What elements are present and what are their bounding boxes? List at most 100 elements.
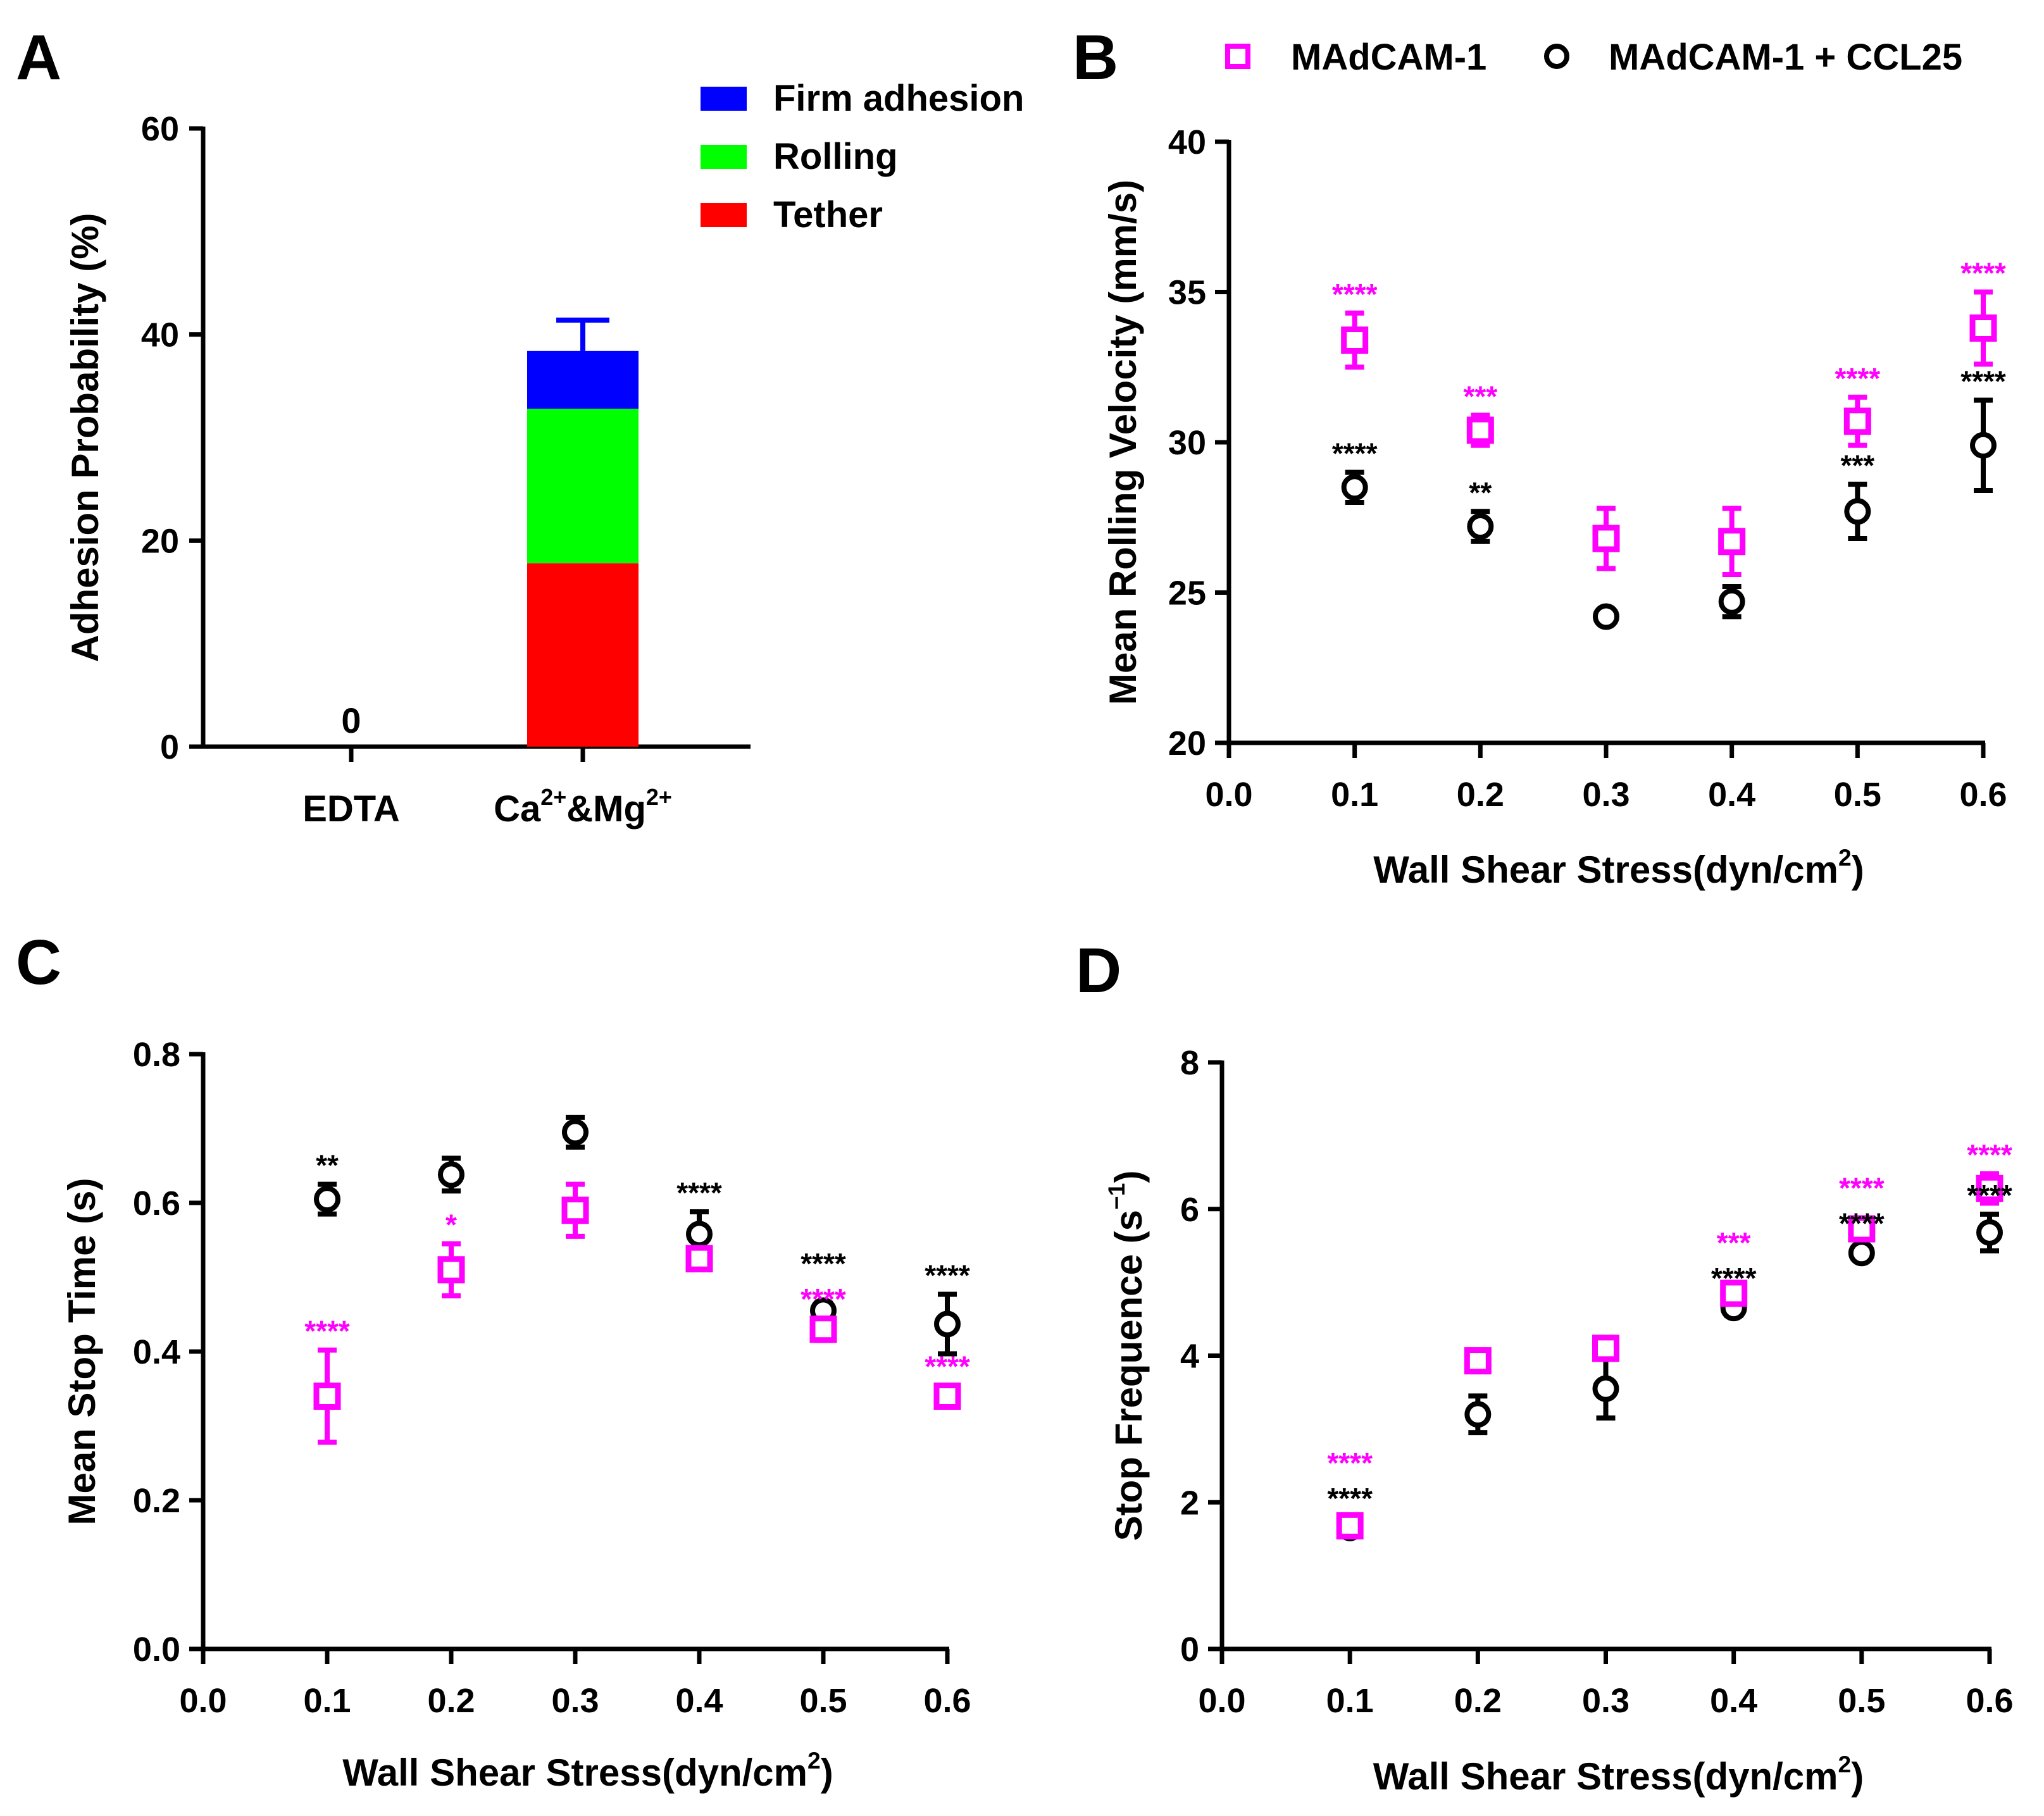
significance-stars: * [446,1209,457,1241]
x-tick-label: 0.6 [1966,1682,2013,1720]
y-tick-label: 25 [1168,575,1206,613]
bar-segment-rolling [527,408,639,564]
data-point-ccl25 [1718,588,1745,615]
significance-stars: *** [1840,449,1874,482]
legend-b: MAdCAM-1 MAdCAM-1 + CCL25 [1225,37,1962,78]
data-point-ccl25 [1464,1401,1492,1428]
significance-stars: **** [1327,1446,1373,1479]
data-point-madcam [1464,1347,1492,1375]
x-tick-label: 0.2 [427,1682,475,1720]
significance-stars: **** [1967,1179,2012,1212]
panel-label-d: D [1076,935,1121,1006]
y-axis-label: Mean Rolling Velocity (mm/s) [1102,180,1144,705]
significance-stars: **** [1332,437,1378,470]
y-axis-label: Adhesion Probability (%) [64,213,106,662]
data-point-madcam [1976,1174,2003,1202]
y-tick-label: 0.6 [133,1185,180,1222]
x-axis-label: Wall Shear Stress(dyn/cm2) [1373,1751,1864,1798]
data-point-madcam [437,1256,465,1284]
legend-swatch [701,145,747,169]
data-point-ccl25 [934,1310,961,1338]
chart-c: 0.0 0.2 0.4 0.6 0.8 0.0 0.1 0.2 0.3 0.4 0.5 0.6 Wall… [61,1036,971,1794]
x-tick-label: 0.1 [303,1682,351,1720]
significance-stars: **** [1332,278,1378,311]
data-point-madcam [1969,314,1997,342]
legend-label: Rolling [773,136,898,177]
y-tick-label: 20 [1168,725,1206,762]
data-point-madcam [809,1315,837,1343]
panel-label-b: B [1073,22,1118,93]
data-point-madcam [313,1383,341,1410]
significance-stars: ** [316,1149,339,1182]
x-tick-label: 0.1 [1331,776,1378,814]
y-tick-label: 0.0 [133,1631,180,1669]
x-tick-label: EDTA [302,788,400,830]
legend-label: Firm adhesion [773,78,1024,119]
data-point-ccl25 [1848,1240,1875,1267]
significance-stars: **** [1327,1482,1373,1515]
x-tick-label: 0.3 [1582,1682,1630,1720]
y-axis-label: Mean Stop Time (s) [61,1178,103,1526]
y-tick-label: 2 [1180,1484,1199,1522]
chart-d: 0 2 4 6 8 0.0 0.1 0.2 0.3 0.4 0.5 0.6 Wall Shear Str… [1103,1044,2014,1798]
data-point-ccl25 [1844,498,1871,525]
chart-b: 20 25 30 35 40 0.0 0.1 0.2 0.3 0.4 0.5 0.6 Wall Shea… [1102,123,2007,891]
y-tick-label: 8 [1180,1044,1199,1082]
bar-segment-firm-adhesion [527,351,639,409]
data-point-madcam [1341,327,1369,354]
significance-stars: **** [1960,365,2006,398]
data-point-ccl25 [314,1186,340,1213]
y-tick-label: 35 [1168,274,1206,312]
x-tick-label: 0.3 [551,1682,599,1720]
x-tick-label: 0.4 [1710,1682,1757,1720]
data-point-ccl25 [562,1119,589,1146]
panel-label-c: C [16,927,61,998]
y-tick-label: 4 [1180,1338,1199,1376]
y-tick-label: 60 [141,110,179,148]
bar-segment-tether [527,563,639,747]
x-tick-label: 0.0 [1205,776,1252,814]
x-tick-label: 0.2 [1457,776,1504,814]
significance-stars: **** [1835,362,1881,395]
significance-stars: **** [1960,257,2006,290]
legend-marker-ccl25 [1544,44,1569,69]
significance-stars: *** [1717,1226,1751,1259]
significance-stars: **** [304,1315,350,1348]
y-tick-label: 40 [141,316,179,354]
x-tick-label: 0.6 [1959,776,2007,814]
y-tick-label: 30 [1168,424,1206,462]
significance-stars: **** [676,1176,722,1209]
legend-swatch [701,203,747,227]
y-tick-label: 0 [160,728,179,766]
x-tick-label: 0.5 [1834,776,1881,814]
significance-stars: **** [1711,1262,1757,1295]
y-tick-label: 20 [141,522,179,560]
x-tick-label: 0.0 [179,1682,227,1720]
x-tick-label: 0.3 [1582,776,1630,814]
data-point-madcam [685,1245,713,1272]
panel-label-a: A [16,22,61,93]
data-point-ccl25 [1467,513,1494,540]
x-axis-label: Wall Shear Stress(dyn/cm2) [342,1747,833,1794]
y-tick-label: 0.2 [133,1482,180,1520]
significance-stars: **** [1839,1207,1885,1240]
significance-stars: **** [1839,1171,1885,1204]
x-tick-label: 0.5 [1838,1682,1885,1720]
legend-marker-madcam [1225,44,1250,69]
data-point-ccl25 [686,1221,713,1248]
significance-stars: *** [1463,380,1497,413]
x-tick-label: 0.0 [1198,1682,1245,1720]
significance-stars: **** [1967,1138,2012,1171]
legend-label: Tether [773,194,883,235]
value-label: 0 [341,700,361,740]
x-tick-label: 0.2 [1454,1682,1502,1720]
data-point-ccl25 [438,1161,464,1188]
x-tick-label: 0.6 [923,1682,971,1720]
data-point-madcam [1592,1334,1619,1362]
data-point-madcam [561,1197,589,1224]
data-point-madcam [1466,416,1494,444]
significance-stars: ** [1469,476,1492,509]
significance-stars: **** [801,1247,846,1280]
y-tick-label: 0.4 [133,1333,180,1371]
x-tick-label: Ca2+&Mg2+ [494,784,672,830]
